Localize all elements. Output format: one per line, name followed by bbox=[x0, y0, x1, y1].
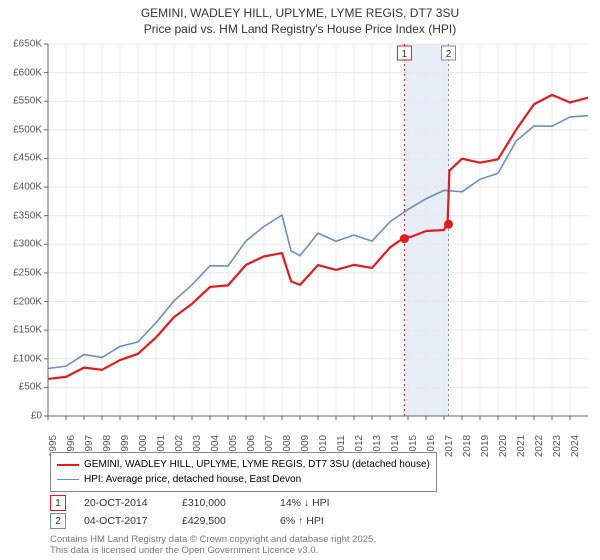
event-row-2: 2 04-OCT-2017 £429,500 6% ↑ HPI bbox=[50, 512, 360, 530]
y-tick-label: £450K bbox=[13, 153, 42, 164]
x-tick-label: 2023 bbox=[552, 435, 563, 457]
event-row-1: 1 20-OCT-2014 £310,000 14% ↓ HPI bbox=[50, 494, 360, 512]
x-tick-label: 2020 bbox=[498, 435, 509, 457]
event-marker-2: 2 bbox=[50, 513, 66, 529]
x-tick-label: 2018 bbox=[462, 435, 473, 457]
event-date-1: 20-OCT-2014 bbox=[84, 497, 164, 509]
y-tick-label: £100K bbox=[13, 353, 42, 364]
event-price-1: £310,000 bbox=[182, 497, 262, 509]
event-date-2: 04-OCT-2017 bbox=[84, 515, 164, 527]
legend-item-hpi: HPI: Average price, detached house, East… bbox=[57, 472, 430, 487]
svg-text:2: 2 bbox=[446, 49, 452, 60]
event-hpi-2: 6% ↑ HPI bbox=[280, 515, 360, 527]
chart-container: GEMINI, WADLEY HILL, UPLYME, LYME REGIS,… bbox=[0, 0, 600, 560]
footer-line-2: This data is licensed under the Open Gov… bbox=[50, 545, 376, 556]
svg-text:1: 1 bbox=[402, 49, 408, 60]
legend-item-price-paid: GEMINI, WADLEY HILL, UPLYME, LYME REGIS,… bbox=[57, 457, 430, 472]
y-tick-label: £500K bbox=[13, 124, 42, 135]
title-line-1: GEMINI, WADLEY HILL, UPLYME, LYME REGIS,… bbox=[0, 6, 600, 22]
y-tick-label: £400K bbox=[13, 182, 42, 193]
legend-label-price-paid: GEMINI, WADLEY HILL, UPLYME, LYME REGIS,… bbox=[84, 457, 430, 472]
y-tick-label: £250K bbox=[13, 267, 42, 278]
legend-swatch-hpi bbox=[57, 479, 79, 480]
y-axis-labels: £0£50K£100K£150K£200K£250K£300K£350K£400… bbox=[0, 44, 44, 416]
event-hpi-1: 14% ↓ HPI bbox=[280, 497, 360, 509]
x-tick-label: 2019 bbox=[480, 435, 491, 457]
y-tick-label: £200K bbox=[13, 296, 42, 307]
plot-area: 12 bbox=[48, 44, 588, 416]
legend-label-hpi: HPI: Average price, detached house, East… bbox=[84, 472, 301, 487]
event-marker-1: 1 bbox=[50, 495, 66, 511]
y-tick-label: £300K bbox=[13, 239, 42, 250]
x-tick-label: 2021 bbox=[516, 435, 527, 457]
legend: GEMINI, WADLEY HILL, UPLYME, LYME REGIS,… bbox=[50, 452, 437, 492]
x-tick-label: 2024 bbox=[570, 435, 581, 457]
legend-swatch-price-paid bbox=[57, 464, 79, 466]
footer: Contains HM Land Registry data © Crown c… bbox=[50, 534, 376, 557]
y-tick-label: £600K bbox=[13, 67, 42, 78]
event-price-2: £429,500 bbox=[182, 515, 262, 527]
title-line-2: Price paid vs. HM Land Registry's House … bbox=[0, 22, 600, 38]
event-table: 1 20-OCT-2014 £310,000 14% ↓ HPI 2 04-OC… bbox=[50, 494, 360, 530]
y-tick-label: £50K bbox=[19, 382, 42, 393]
y-tick-label: £550K bbox=[13, 96, 42, 107]
footer-line-1: Contains HM Land Registry data © Crown c… bbox=[50, 534, 376, 545]
y-tick-label: £150K bbox=[13, 325, 42, 336]
chart-svg: 12 bbox=[48, 44, 588, 416]
y-tick-label: £350K bbox=[13, 210, 42, 221]
y-tick-label: £650K bbox=[13, 39, 42, 50]
x-axis-labels: 1995199619971998199920002001200220032004… bbox=[48, 420, 588, 450]
x-tick-label: 2022 bbox=[534, 435, 545, 457]
y-tick-label: £0 bbox=[31, 411, 42, 422]
x-tick-label: 2017 bbox=[444, 435, 455, 457]
chart-title: GEMINI, WADLEY HILL, UPLYME, LYME REGIS,… bbox=[0, 0, 600, 37]
